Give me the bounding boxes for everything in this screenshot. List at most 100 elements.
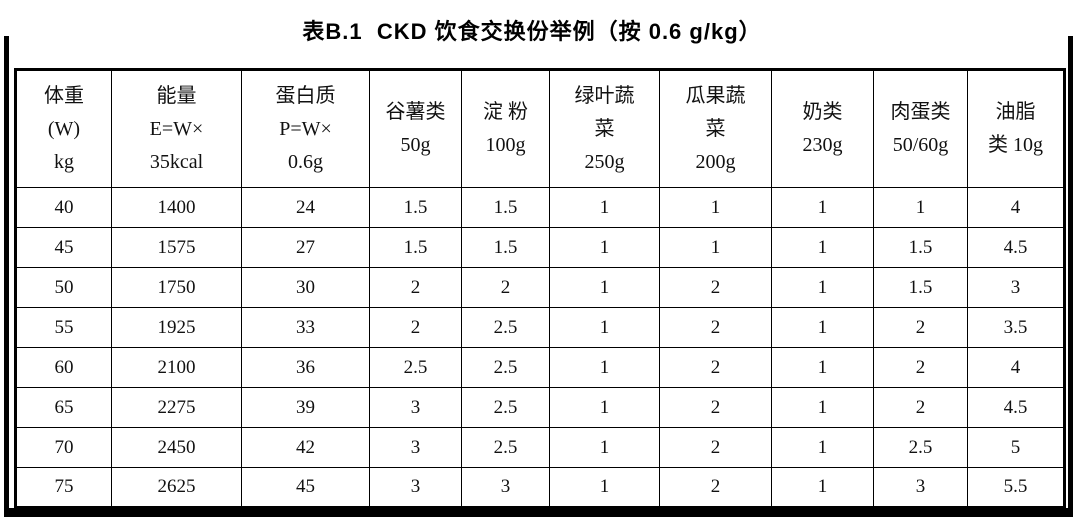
table-cell: 2.5 — [461, 307, 550, 348]
table-cell: 2 — [873, 347, 968, 388]
table-cell: 60 — [15, 347, 112, 388]
table-cell: 1 — [771, 227, 874, 268]
table-cell: 1 — [549, 387, 660, 428]
table-cell: 2 — [659, 307, 772, 348]
header-line: 类 10g — [988, 134, 1043, 156]
header-line: 谷薯类 — [385, 101, 446, 123]
header-line: 50g — [400, 134, 431, 156]
header-line: 油脂 — [995, 101, 1036, 123]
table-cell: 3 — [461, 467, 550, 508]
table-cell: 2 — [659, 387, 772, 428]
table-row: 75 2625 45 3 3 1 2 1 3 5.5 — [15, 467, 1065, 508]
table-cell: 1.5 — [369, 227, 462, 268]
table-cell: 5.5 — [967, 467, 1065, 508]
table-cell: 1 — [771, 307, 874, 348]
header-line: E=W× — [149, 117, 204, 140]
table-cell: 4 — [967, 187, 1065, 228]
table-cell: 3 — [369, 467, 462, 508]
column-header-green-veg: 绿叶蔬菜 250g — [549, 69, 660, 188]
page-bottom-border-line — [4, 508, 1073, 517]
ckd-diet-exchange-table: 体重 (W) kg 能量 E=W× 35kcal 蛋白质 P=W× 0.6g 谷薯类 50g 淀 粉 1… — [14, 68, 1066, 509]
table-cell: 4 — [967, 347, 1065, 388]
header-line: 淀 粉 — [483, 101, 528, 123]
table-row: 50 1750 30 2 2 1 2 1 1.5 3 — [15, 267, 1065, 308]
table-cell: 4.5 — [967, 387, 1065, 428]
table-cell: 2450 — [111, 427, 242, 468]
header-line: 230g — [802, 134, 843, 156]
table-cell: 3 — [873, 467, 968, 508]
table-row: 40 1400 24 1.5 1.5 1 1 1 1 4 — [15, 187, 1065, 228]
table-cell: 2.5 — [369, 347, 462, 388]
table-cell: 2625 — [111, 467, 242, 508]
column-header-meat-egg: 肉蛋类 50/60g — [873, 69, 968, 188]
header-line: kg — [54, 150, 74, 173]
header-line: 菜 — [705, 117, 726, 140]
column-header-protein: 蛋白质 P=W× 0.6g — [241, 69, 370, 188]
header-line: 绿叶蔬 — [574, 84, 635, 107]
column-header-oil: 油脂类 10g — [967, 69, 1065, 188]
table-cell: 3 — [369, 387, 462, 428]
table-cell: 39 — [241, 387, 370, 428]
table-cell: 2 — [873, 387, 968, 428]
table-cell: 1 — [549, 307, 660, 348]
table-cell: 2 — [461, 267, 550, 308]
table-cell: 5 — [967, 427, 1065, 468]
header-line: 菜 — [594, 117, 615, 140]
table-cell: 45 — [241, 467, 370, 508]
table-cell: 36 — [241, 347, 370, 388]
table-cell: 1 — [659, 227, 772, 268]
table-cell: 2 — [369, 307, 462, 348]
table-cell: 1 — [549, 187, 660, 228]
table-cell: 1925 — [111, 307, 242, 348]
table-cell: 2 — [659, 467, 772, 508]
table-cell: 70 — [15, 427, 112, 468]
header-line: 体重 — [44, 84, 84, 107]
table-cell: 1.5 — [461, 227, 550, 268]
table-cell: 2.5 — [873, 427, 968, 468]
header-line: 50/60g — [892, 134, 949, 156]
table-cell: 3 — [369, 427, 462, 468]
table-cell: 2 — [369, 267, 462, 308]
header-line: 奶类 — [802, 101, 843, 123]
header-line: P=W× — [279, 117, 332, 140]
table-header-row: 体重 (W) kg 能量 E=W× 35kcal 蛋白质 P=W× 0.6g 谷薯类 50g 淀 粉 1… — [15, 69, 1065, 188]
table-cell: 75 — [15, 467, 112, 508]
table-row: 45 1575 27 1.5 1.5 1 1 1 1.5 4.5 — [15, 227, 1065, 268]
table-cell: 1 — [549, 267, 660, 308]
header-line: (W) — [47, 117, 81, 140]
header-line: 0.6g — [288, 150, 323, 173]
table-cell: 45 — [15, 227, 112, 268]
table-cell: 30 — [241, 267, 370, 308]
table-cell: 2 — [659, 347, 772, 388]
table-cell: 2.5 — [461, 387, 550, 428]
header-line: 35kcal — [149, 150, 204, 173]
table-body: 40 1400 24 1.5 1.5 1 1 1 1 4 45 1575 27 1.5 1.5 1 1 1 1.5 4… — [15, 187, 1065, 508]
table-cell: 27 — [241, 227, 370, 268]
table-cell: 1 — [771, 347, 874, 388]
table-cell: 42 — [241, 427, 370, 468]
table-cell: 65 — [15, 387, 112, 428]
table-cell: 2 — [659, 427, 772, 468]
table-cell: 1 — [771, 427, 874, 468]
table-cell: 2100 — [111, 347, 242, 388]
table-cell: 1 — [771, 187, 874, 228]
table-cell: 55 — [15, 307, 112, 348]
table-row: 55 1925 33 2 2.5 1 2 1 2 3.5 — [15, 307, 1065, 348]
table-row: 70 2450 42 3 2.5 1 2 1 2.5 5 — [15, 427, 1065, 468]
table-cell: 2.5 — [461, 347, 550, 388]
table-cell: 1.5 — [461, 187, 550, 228]
header-line: 250g — [584, 150, 625, 173]
table-row: 65 2275 39 3 2.5 1 2 1 2 4.5 — [15, 387, 1065, 428]
table-row: 60 2100 36 2.5 2.5 1 2 1 2 4 — [15, 347, 1065, 388]
table-cell: 1 — [549, 427, 660, 468]
table-cell: 4.5 — [967, 227, 1065, 268]
table-cell: 1.5 — [873, 227, 968, 268]
column-header-weight: 体重 (W) kg — [15, 69, 112, 188]
header-line: 100g — [485, 134, 526, 156]
table-cell: 1575 — [111, 227, 242, 268]
table-cell: 1 — [549, 227, 660, 268]
table-cell: 1 — [771, 267, 874, 308]
table-cell: 24 — [241, 187, 370, 228]
table-cell: 1.5 — [873, 267, 968, 308]
table-cell: 3.5 — [967, 307, 1065, 348]
